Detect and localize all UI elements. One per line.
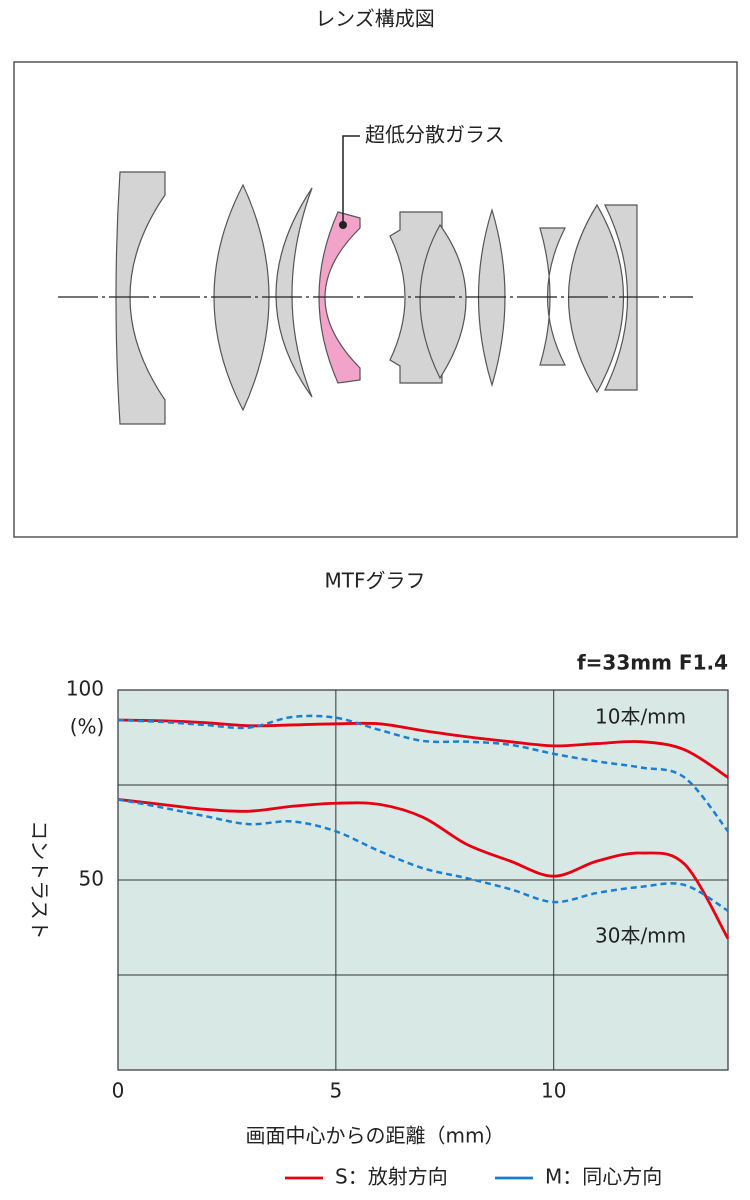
chart-title: MTFグラフ [325,569,426,593]
y-unit: (%) [70,715,105,739]
annotation: 30本/mm [595,924,686,948]
x-axis-label: 画面中心からの距離（mm） [246,1124,505,1148]
leader-line [342,135,360,225]
lens [604,204,638,391]
lens [568,203,624,394]
y-axis-label: コントラスト [28,820,52,940]
x-tick-label: 10 [541,1079,566,1103]
lens-label: 超低分散ガラス [365,123,505,147]
x-tick-label: 5 [329,1079,342,1103]
diagram-title: レンズ構成図 [315,7,435,31]
lens [539,227,566,366]
lens [419,223,467,380]
ed-lens [318,211,361,384]
y-tick-label: 100 [66,677,104,701]
series-line [117,798,730,940]
legend-label: M：同心方向 [545,1165,662,1189]
leader-dot [339,221,347,229]
legend-label: S：放射方向 [335,1165,448,1189]
series-line [117,798,729,912]
series-line [117,718,729,779]
x-tick-label: 0 [112,1079,125,1103]
y-tick-label: 50 [79,867,104,891]
lens [115,171,166,425]
series-line [117,714,729,833]
annotation: 10本/mm [595,705,686,729]
spec: f=33mm F1.4 [577,651,728,675]
lens [275,187,313,398]
lens-group [115,171,638,425]
